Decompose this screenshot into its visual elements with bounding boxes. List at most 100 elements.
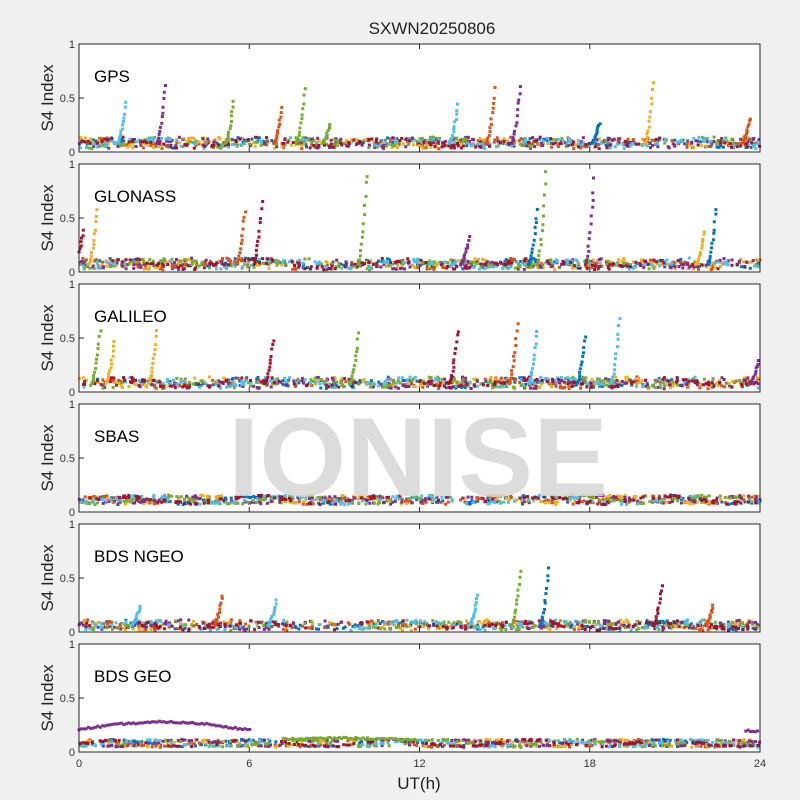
panel-label: GLONASS <box>94 187 176 206</box>
data-point <box>377 259 380 263</box>
data-point <box>321 501 325 505</box>
data-point <box>427 375 431 379</box>
data-point <box>365 260 368 264</box>
data-point <box>111 354 115 358</box>
data-point <box>195 623 199 626</box>
data-point <box>372 494 376 498</box>
data-point <box>684 378 688 382</box>
data-point <box>485 139 489 143</box>
data-point <box>517 98 521 102</box>
data-point <box>350 140 354 144</box>
data-point <box>108 257 112 261</box>
data-point <box>382 146 386 150</box>
data-point <box>275 136 279 140</box>
data-point <box>452 127 456 131</box>
data-point <box>650 102 654 106</box>
data-point <box>337 261 341 265</box>
data-point <box>243 256 247 260</box>
data-point <box>88 146 91 150</box>
data-point <box>242 138 246 142</box>
data-point <box>710 261 714 265</box>
data-point <box>555 500 559 504</box>
data-point <box>655 499 659 503</box>
data-point <box>634 260 638 264</box>
data-point <box>241 227 245 231</box>
data-point <box>154 144 158 148</box>
data-point <box>540 499 544 503</box>
data-point <box>756 258 760 262</box>
data-point <box>263 497 267 501</box>
data-point <box>526 140 530 144</box>
data-point <box>561 139 565 143</box>
data-point <box>427 141 431 145</box>
data-point <box>553 268 557 272</box>
data-point <box>278 499 282 503</box>
data-point <box>157 132 161 136</box>
data-point <box>671 142 675 146</box>
data-point <box>515 621 519 625</box>
data-point <box>259 498 263 502</box>
data-point <box>486 494 490 498</box>
data-point <box>713 265 717 269</box>
data-point <box>510 140 514 144</box>
data-point <box>628 265 632 269</box>
data-point <box>82 385 86 389</box>
data-point <box>151 625 155 629</box>
data-point <box>556 137 560 141</box>
data-point <box>136 260 140 264</box>
data-point <box>153 348 157 351</box>
data-point <box>593 261 596 265</box>
data-point <box>436 380 440 384</box>
data-point <box>327 267 331 270</box>
data-point <box>606 136 610 140</box>
data-point <box>254 500 258 504</box>
data-point <box>572 147 576 150</box>
data-point <box>105 140 109 144</box>
data-point <box>533 495 537 499</box>
data-point <box>333 376 337 379</box>
data-point <box>578 370 582 374</box>
data-point <box>257 229 261 233</box>
data-point <box>134 494 138 498</box>
data-point <box>581 493 585 497</box>
data-point <box>173 627 177 631</box>
data-point <box>220 497 224 501</box>
data-point <box>755 365 759 368</box>
data-point <box>195 264 199 268</box>
data-point <box>645 144 649 148</box>
data-point <box>493 501 497 505</box>
data-point <box>418 137 422 141</box>
y-tick-label: 0 <box>69 507 75 519</box>
data-point <box>243 499 247 503</box>
data-point <box>644 260 647 263</box>
data-point <box>109 376 113 380</box>
data-point <box>476 499 480 503</box>
data-point <box>587 237 591 241</box>
data-point <box>352 368 356 372</box>
data-point <box>747 500 750 504</box>
data-point <box>98 259 102 263</box>
data-point <box>175 141 179 145</box>
data-point <box>182 380 186 383</box>
data-point <box>330 376 334 380</box>
data-point <box>359 242 363 246</box>
data-point <box>694 626 698 630</box>
data-point <box>522 139 526 143</box>
y-axis-label: S4 Index <box>38 424 57 492</box>
data-point <box>391 140 395 144</box>
data-point <box>518 376 522 380</box>
data-point <box>91 376 95 380</box>
data-point <box>539 375 543 379</box>
data-point <box>389 264 393 268</box>
data-point <box>429 381 433 385</box>
data-point <box>96 141 100 145</box>
data-point <box>401 628 404 632</box>
data-point <box>275 131 279 135</box>
data-point <box>622 146 626 150</box>
data-point <box>455 109 459 113</box>
data-point <box>654 137 658 141</box>
data-point <box>267 368 271 372</box>
data-point <box>172 261 176 265</box>
data-point <box>79 244 83 248</box>
data-point <box>302 381 305 385</box>
